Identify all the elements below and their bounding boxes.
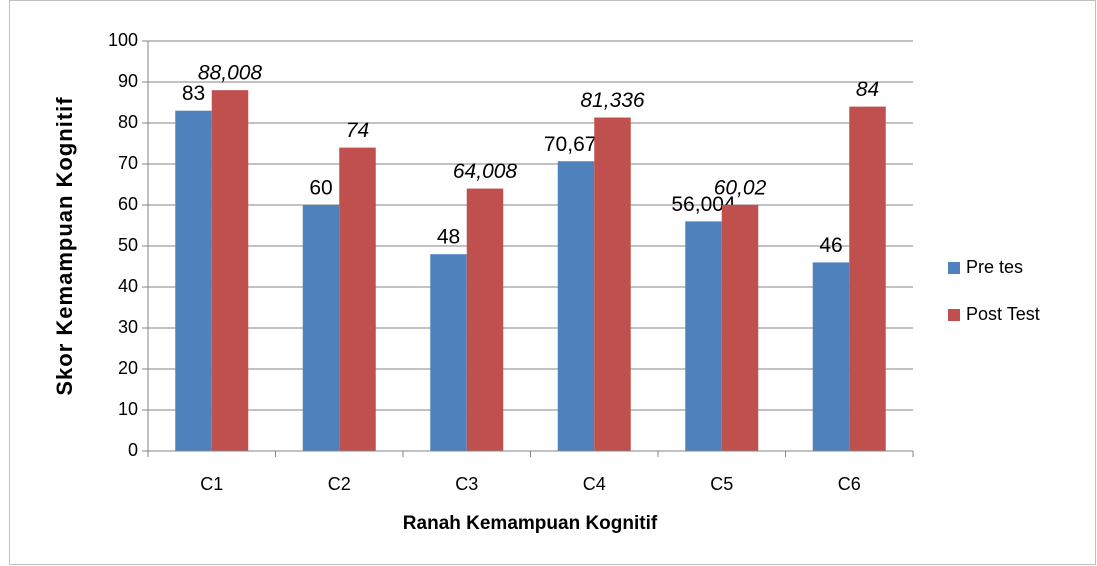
legend-swatch: [948, 309, 960, 321]
value-label: 70,676: [544, 133, 608, 156]
legend-label: Pre tes: [966, 257, 1023, 277]
bar: [721, 204, 759, 451]
value-label: 60,02: [714, 176, 767, 199]
y-tick-label: 70: [118, 153, 138, 173]
x-tick-label: C1: [200, 474, 223, 494]
y-tick-label: 40: [118, 276, 138, 296]
x-tick-label: C6: [838, 474, 861, 494]
y-axis-title: Skor Kemampuan Kognitif: [52, 96, 77, 395]
chart-border: [9, 0, 1096, 565]
value-label: 88,008: [198, 62, 263, 85]
bar: [557, 161, 595, 451]
bar: [849, 106, 886, 451]
y-tick-label: 100: [108, 30, 138, 50]
value-label: 83: [182, 82, 205, 105]
bar: [812, 262, 850, 451]
value-label: 60: [309, 177, 332, 200]
value-label: 81,336: [580, 89, 645, 112]
y-tick-label: 80: [118, 112, 138, 132]
bar: [211, 90, 249, 451]
value-label: 56,004: [671, 193, 736, 216]
bar: [302, 205, 340, 451]
bar: [430, 254, 467, 451]
x-tick-label: C3: [455, 474, 478, 494]
y-tick-label: 20: [118, 358, 138, 378]
y-tick-label: 10: [118, 399, 138, 419]
value-label: 74: [346, 119, 369, 142]
y-tick-label: 50: [118, 235, 138, 255]
y-tick-label: 60: [118, 194, 138, 214]
legend-swatch: [948, 262, 960, 274]
y-tick-label: 0: [128, 440, 138, 460]
x-tick-label: C4: [583, 474, 606, 494]
x-tick-label: C2: [328, 474, 351, 494]
y-tick-label: 90: [118, 71, 138, 91]
bar: [466, 188, 504, 451]
bar: [685, 221, 722, 451]
bar: [594, 117, 631, 451]
x-axis-title: Ranah Kemampuan Kognitif: [403, 513, 658, 534]
x-tick-label: C5: [710, 474, 733, 494]
value-label: 48: [437, 226, 460, 249]
bar: [339, 147, 376, 451]
y-tick-label: 30: [118, 317, 138, 337]
value-label: 84: [856, 78, 879, 101]
value-label: 46: [819, 234, 842, 257]
bar: [175, 110, 212, 451]
legend-label: Post Test: [966, 304, 1040, 324]
value-label: 64,008: [453, 160, 518, 183]
